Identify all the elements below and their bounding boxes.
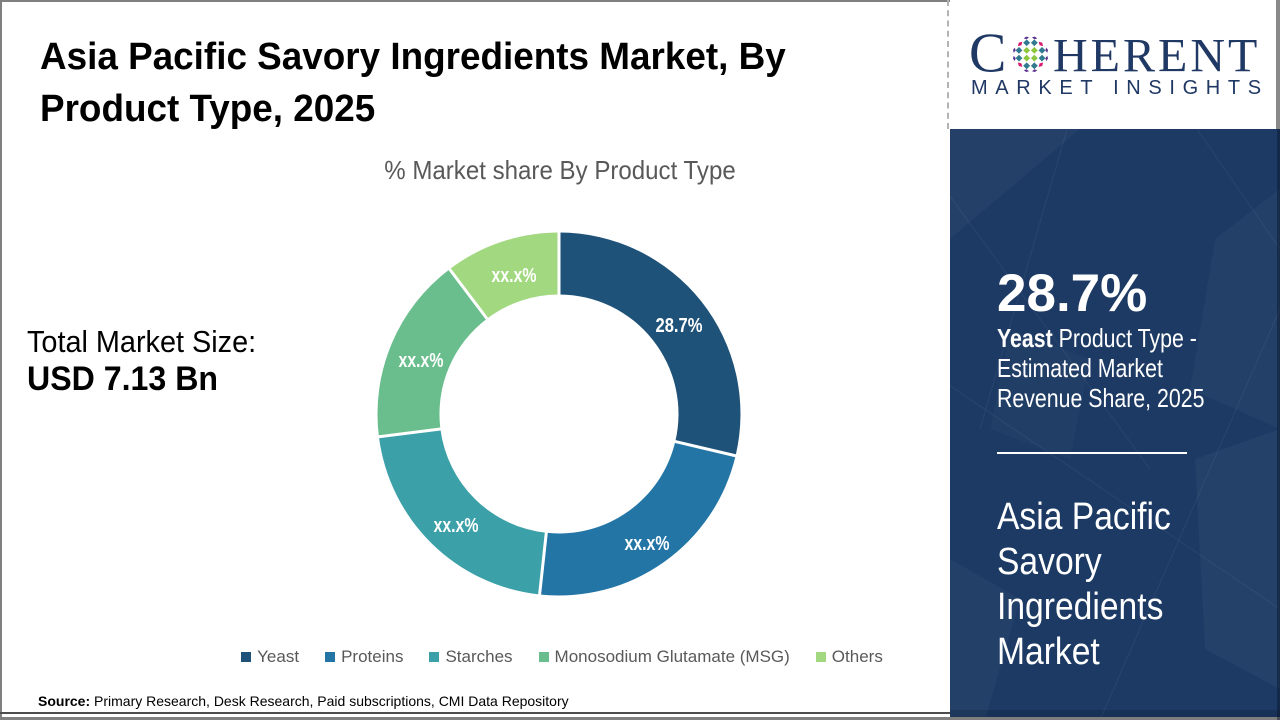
svg-text:xx.x%: xx.x% [625, 533, 670, 555]
svg-text:MARKET INSIGHTS: MARKET INSIGHTS [971, 77, 1269, 99]
svg-text:C: C [969, 23, 1006, 85]
svg-text:xx.x%: xx.x% [492, 265, 537, 287]
svg-text:xx.x%: xx.x% [399, 350, 444, 372]
svg-text:28.7%: 28.7% [656, 315, 703, 337]
svg-text:HERENT: HERENT [1053, 30, 1260, 83]
svg-text:xx.x%: xx.x% [434, 515, 479, 537]
